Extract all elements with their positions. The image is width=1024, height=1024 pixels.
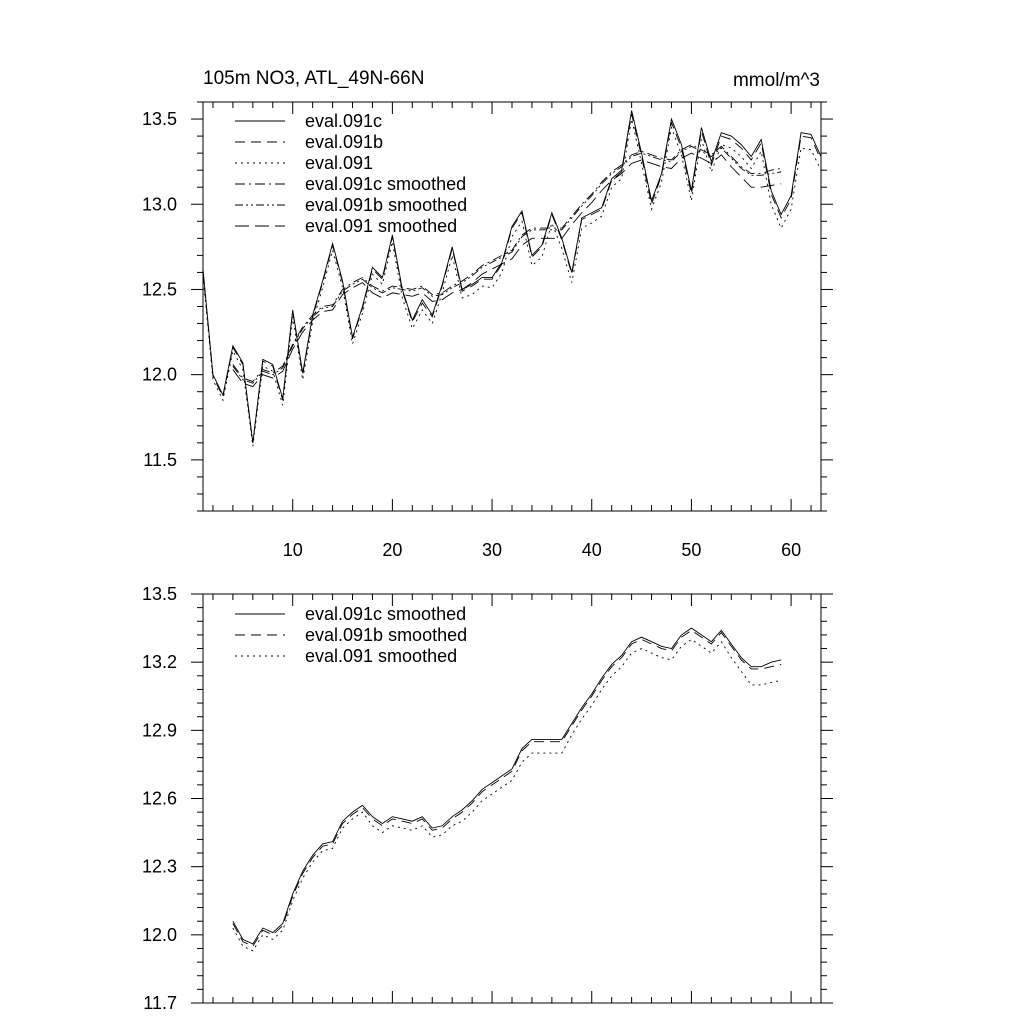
legend-label: eval.091b smoothed [305, 195, 467, 215]
legend-label: eval.091 smoothed [305, 216, 457, 236]
series-line [232, 627, 782, 945]
series-lines [232, 627, 782, 952]
y-tick-label: 12.3 [142, 857, 177, 877]
legend-label: eval.091 smoothed [305, 646, 457, 666]
series-line [232, 144, 782, 383]
series-line [232, 152, 782, 388]
series-line [232, 629, 782, 947]
legend-label: eval.091b [305, 132, 383, 152]
x-axis-tick-labels: 10 20 30 40 50 60 [283, 540, 801, 560]
x-tick-label: 50 [681, 540, 701, 560]
axis-ticks [191, 101, 833, 512]
x-tick-label: 20 [382, 540, 402, 560]
legend-label: eval.091 [305, 153, 373, 173]
legend-label: eval.091c smoothed [305, 174, 466, 194]
y-tick-label: 11.7 [143, 993, 177, 1013]
series-line [232, 638, 782, 952]
series-line [202, 113, 822, 443]
plot-frame [202, 101, 822, 512]
series-line [202, 110, 822, 443]
series-lines [202, 110, 822, 447]
legend-label: eval.091c smoothed [305, 604, 466, 624]
x-tick-label: 30 [482, 540, 502, 560]
units-label: mmol/m^3 [733, 70, 820, 91]
x-tick-label: 60 [781, 540, 801, 560]
y-tick-label: 11.5 [143, 450, 177, 470]
y-axis-tick-labels: 11.7 12.0 12.3 12.6 12.9 13.2 13.5 [142, 584, 177, 1013]
chart-title: 105m NO3, ATL_49N-66N [203, 68, 424, 89]
legend-label: eval.091c [305, 111, 382, 131]
series-line [202, 118, 822, 447]
legend-label: eval.091b smoothed [305, 625, 467, 645]
y-tick-label: 13.5 [142, 584, 177, 604]
y-tick-label: 12.0 [142, 365, 177, 385]
bottom-panel: 11.7 12.0 12.3 12.6 12.9 13.2 13.5 eval.091c s… [142, 584, 833, 1013]
y-tick-label: 12.5 [142, 279, 177, 299]
plot-frame [202, 593, 822, 1004]
series-line [232, 145, 782, 384]
top-panel: 105m NO3, ATL_49N-66N mmol/m^3 11.512.01… [142, 68, 833, 560]
y-tick-label: 12.0 [142, 925, 177, 945]
x-tick-label: 10 [283, 540, 303, 560]
y-axis-tick-labels: 11.5 12.0 12.5 13.0 13.5 [142, 109, 177, 470]
y-tick-label: 13.5 [142, 109, 177, 129]
y-tick-label: 13.2 [142, 652, 177, 672]
y-tick-label: 12.9 [142, 720, 177, 740]
axis-ticks [191, 593, 833, 1004]
y-tick-label: 13.0 [142, 194, 177, 214]
x-tick-label: 40 [582, 540, 602, 560]
y-tick-label: 12.6 [142, 789, 177, 809]
